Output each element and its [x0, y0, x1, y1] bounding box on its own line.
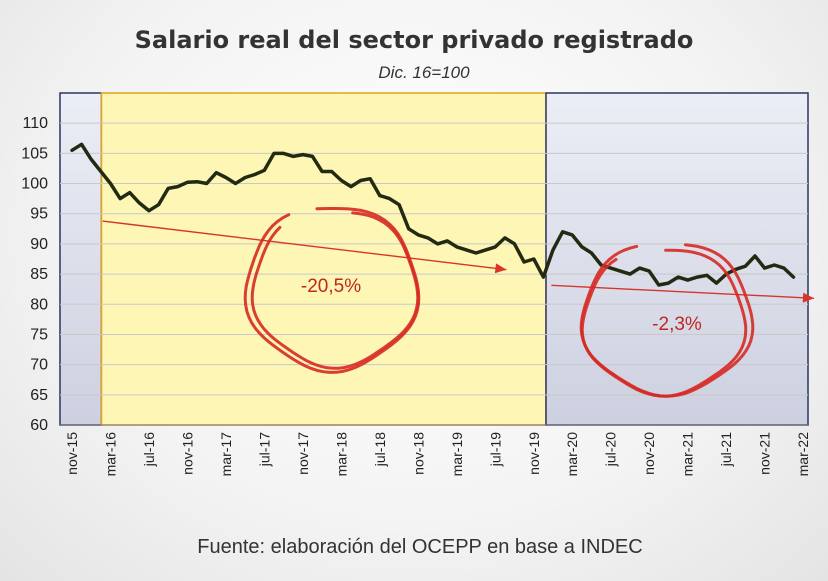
x-tick-label: mar-16: [102, 432, 118, 477]
x-axis-ticks: nov-15 mar-16 jul-16 nov-16 mar-17 jul-17 nov-…: [64, 432, 811, 477]
chart-title: Salario real del sector privado registra…: [135, 26, 694, 54]
chart-subtitle: Dic. 16=100: [378, 63, 470, 82]
x-tick-label: mar-18: [333, 432, 349, 477]
band-period-2015: [59, 92, 103, 426]
x-tick-label: nov-19: [526, 432, 542, 475]
x-tick-label: jul-18: [372, 432, 388, 467]
chart-source: Fuente: elaboración del OCEPP en base a …: [197, 536, 642, 558]
y-tick-label: 85: [30, 266, 48, 283]
x-tick-label: nov-16: [179, 432, 195, 475]
y-tick-label: 65: [30, 387, 48, 404]
y-tick-label: 105: [21, 145, 48, 162]
highlight-circle-2016-2019: [243, 207, 421, 374]
trend-2016-2019-line: [102, 220, 507, 271]
highlight-circle-2020-2022-stroke2: [580, 248, 748, 398]
period-bands: [59, 92, 809, 426]
x-tick-label: mar-21: [680, 432, 696, 477]
x-tick-label: mar-17: [218, 432, 234, 477]
x-tick-label: nov-15: [64, 432, 80, 475]
highlight-circle-2016-2019-stroke2: [250, 211, 420, 370]
y-axis-ticks: 60 65 70 75 80 85 90 95 100 105 110: [21, 115, 48, 434]
trend-2020-2022-arrowhead: [802, 292, 814, 303]
x-tick-label: jul-16: [141, 432, 157, 467]
x-tick-label: jul-19: [487, 432, 503, 467]
y-tick-label: 75: [30, 326, 48, 343]
band-period-2016-2019: [100, 92, 547, 426]
x-tick-label: nov-17: [295, 432, 311, 475]
y-tick-label: 95: [30, 206, 48, 223]
y-tick-label: 110: [22, 115, 48, 132]
trend-2016-2019-arrowhead: [494, 263, 507, 274]
series-lines: [70, 142, 796, 287]
y-tick-label: 60: [30, 417, 48, 434]
series-line-salario: [70, 142, 796, 287]
y-tick-label: 70: [30, 357, 48, 374]
x-tick-label: mar-19: [449, 432, 465, 477]
x-tick-label: nov-20: [641, 432, 657, 475]
highlight-circles: [243, 207, 755, 398]
x-tick-label: mar-20: [564, 432, 580, 477]
trend-label-2020-2022: -2,3%: [652, 314, 702, 335]
x-tick-label: jul-21: [718, 432, 734, 467]
x-tick-label: mar-22: [795, 432, 811, 477]
y-tick-label: 90: [30, 236, 48, 253]
band-period-2020-2022: [545, 92, 809, 426]
y-tick-label: 100: [21, 176, 48, 193]
x-tick-label: jul-20: [603, 432, 619, 467]
x-tick-label: jul-17: [256, 432, 272, 467]
x-tick-label: nov-21: [757, 432, 773, 475]
y-tick-label: 80: [30, 296, 48, 313]
trend-label-2016-2019: -20,5%: [301, 276, 361, 297]
x-tick-label: nov-18: [410, 432, 426, 475]
